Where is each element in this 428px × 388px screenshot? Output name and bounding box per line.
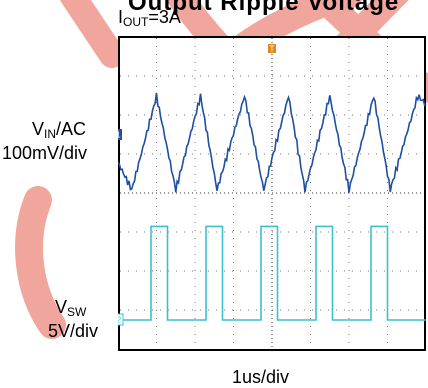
trace-vin xyxy=(118,92,427,193)
ch1-name: VIN/AC xyxy=(32,119,87,141)
trace-vsw xyxy=(118,225,426,321)
trigger-marker xyxy=(268,44,276,53)
ch2-scale: 5V/div xyxy=(48,321,99,341)
ch1-scale: 100mV/div xyxy=(2,143,88,163)
scope-display: T 1 2 xyxy=(118,36,427,351)
timebase-label: 1us/div xyxy=(232,367,290,387)
trigger-marker-label: T xyxy=(270,45,275,54)
ch2-marker-label: 2 xyxy=(118,316,122,325)
scope-markers: T 1 2 xyxy=(118,44,276,326)
condition-label: IOUT=3A xyxy=(118,7,181,29)
ch2-name: VSW xyxy=(55,297,87,319)
scope-grid xyxy=(120,38,424,349)
ch1-marker-label: 1 xyxy=(118,131,121,140)
ch1-marker xyxy=(118,129,122,140)
scope-traces xyxy=(118,92,427,321)
chart-title: Output Ripple Voltage xyxy=(128,0,400,16)
ch2-marker xyxy=(118,313,124,326)
